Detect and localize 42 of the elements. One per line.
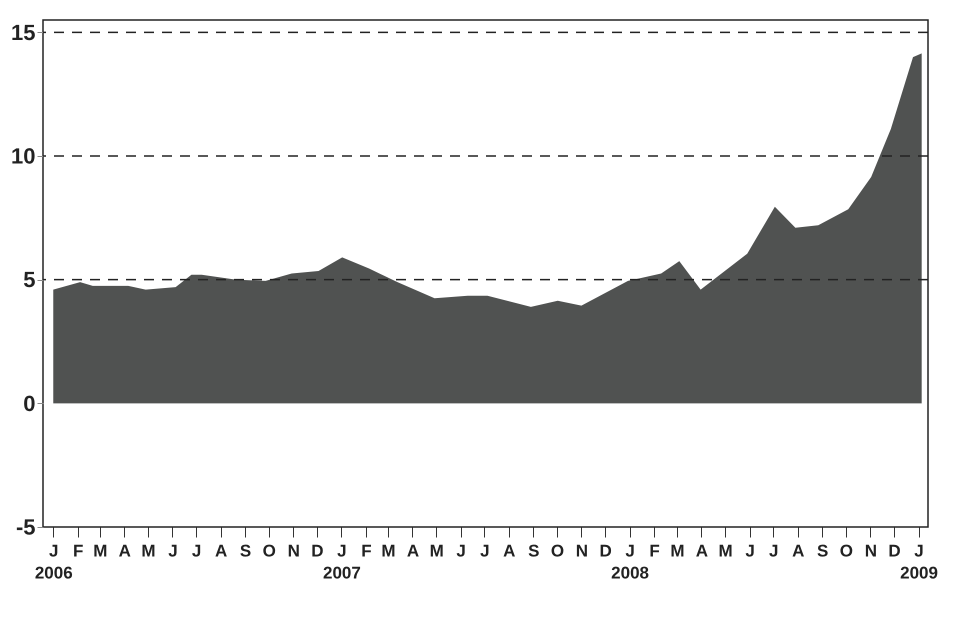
x-tick-label: O	[550, 542, 564, 560]
x-tick-label: S	[240, 542, 252, 560]
x-tick-label: O	[262, 542, 276, 560]
x-tick-label: M	[141, 542, 156, 560]
x-tick-label: N	[576, 542, 588, 560]
x-tick-label: F	[361, 542, 372, 560]
x-tick-label: S	[528, 542, 540, 560]
x-tick-label: M	[718, 542, 733, 560]
x-tick-label: A	[214, 542, 228, 560]
x-tick-label: D	[599, 542, 612, 560]
y-tick-label: 10	[11, 144, 36, 169]
x-tick-label: J 2006	[34, 542, 73, 582]
y-tick-label: 5	[23, 267, 36, 292]
x-tick-label: D	[888, 542, 901, 560]
x-tick-label: M	[381, 542, 396, 560]
x-tick-label: J	[480, 542, 490, 560]
y-tick-label: -5	[16, 514, 36, 540]
x-tick-label: M	[93, 542, 108, 560]
x-tick-label: J	[192, 542, 202, 560]
x-tick-label: A	[406, 542, 420, 560]
x-tick-label: F	[73, 542, 84, 560]
x-tick-label: A	[696, 542, 708, 560]
x-tick-label: M	[670, 542, 685, 560]
x-tick-label: A	[792, 542, 804, 560]
x-tick-label: J 2008	[611, 542, 649, 582]
x-tick-label: F	[649, 542, 660, 560]
y-tick-label: 15	[11, 20, 36, 45]
x-tick-label: N	[288, 542, 300, 560]
x-tick-label: A	[118, 542, 131, 560]
x-tick-label: J 2009	[900, 542, 938, 582]
x-tick-label: A	[503, 542, 516, 560]
x-tick-label: O	[840, 542, 854, 560]
x-tick-label: J	[456, 542, 466, 560]
x-tick-label: J 2007	[323, 542, 361, 582]
x-tick-label: J	[168, 542, 178, 560]
x-tick-label: D	[311, 542, 324, 560]
x-tick-label: J	[745, 542, 755, 560]
y-tick-label: 0	[23, 390, 36, 416]
x-tick-label: J	[769, 542, 778, 560]
x-tick-label: S	[817, 542, 828, 560]
x-tick-label: N	[864, 542, 878, 560]
x-tick-label: M	[430, 542, 444, 560]
